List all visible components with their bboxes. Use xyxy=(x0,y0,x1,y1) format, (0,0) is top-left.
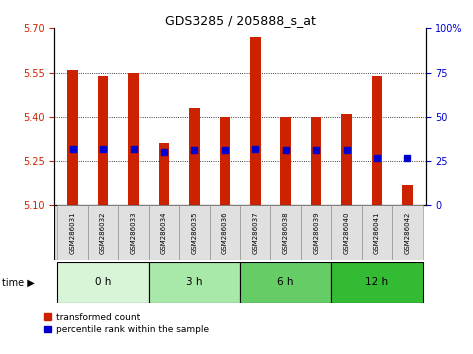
Text: 6 h: 6 h xyxy=(278,277,294,287)
FancyBboxPatch shape xyxy=(332,205,362,260)
Bar xyxy=(311,117,322,205)
Bar xyxy=(219,117,230,205)
FancyBboxPatch shape xyxy=(57,262,149,303)
Text: GSM286037: GSM286037 xyxy=(252,211,258,254)
Bar xyxy=(402,185,413,205)
Text: time ▶: time ▶ xyxy=(2,277,35,287)
FancyBboxPatch shape xyxy=(240,205,271,260)
FancyBboxPatch shape xyxy=(149,205,179,260)
Bar xyxy=(280,117,291,205)
Text: GSM286033: GSM286033 xyxy=(131,211,137,254)
Text: 12 h: 12 h xyxy=(366,277,388,287)
Text: GSM286031: GSM286031 xyxy=(70,211,76,254)
Text: 3 h: 3 h xyxy=(186,277,202,287)
Text: GSM286038: GSM286038 xyxy=(283,211,289,254)
FancyBboxPatch shape xyxy=(88,205,118,260)
FancyBboxPatch shape xyxy=(210,205,240,260)
FancyBboxPatch shape xyxy=(271,205,301,260)
Text: GSM286041: GSM286041 xyxy=(374,211,380,254)
Text: GSM286035: GSM286035 xyxy=(192,211,197,254)
Bar xyxy=(128,73,139,205)
Bar xyxy=(372,75,382,205)
Title: GDS3285 / 205888_s_at: GDS3285 / 205888_s_at xyxy=(165,14,315,27)
FancyBboxPatch shape xyxy=(332,262,423,303)
Text: GSM286039: GSM286039 xyxy=(313,211,319,254)
FancyBboxPatch shape xyxy=(57,205,88,260)
Bar xyxy=(341,114,352,205)
Text: GSM286040: GSM286040 xyxy=(343,211,350,254)
Bar xyxy=(67,70,78,205)
Text: 0 h: 0 h xyxy=(95,277,111,287)
Bar xyxy=(189,108,200,205)
FancyBboxPatch shape xyxy=(149,262,240,303)
FancyBboxPatch shape xyxy=(118,205,149,260)
FancyBboxPatch shape xyxy=(392,205,423,260)
FancyBboxPatch shape xyxy=(362,205,392,260)
FancyBboxPatch shape xyxy=(301,205,332,260)
Bar xyxy=(158,143,169,205)
Text: GSM286034: GSM286034 xyxy=(161,211,167,254)
FancyBboxPatch shape xyxy=(240,262,332,303)
Bar xyxy=(250,37,261,205)
Text: GSM286042: GSM286042 xyxy=(404,212,411,254)
Text: GSM286032: GSM286032 xyxy=(100,211,106,254)
Text: GSM286036: GSM286036 xyxy=(222,211,228,254)
Legend: transformed count, percentile rank within the sample: transformed count, percentile rank withi… xyxy=(43,311,211,336)
Bar xyxy=(98,75,108,205)
FancyBboxPatch shape xyxy=(179,205,210,260)
FancyBboxPatch shape xyxy=(54,205,420,260)
